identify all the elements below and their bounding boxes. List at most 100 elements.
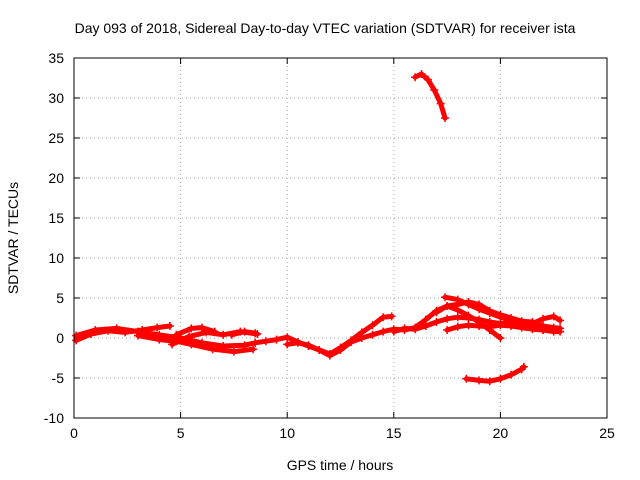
series-track-12: [440, 293, 548, 334]
data-point: [165, 322, 174, 330]
data-point: [507, 316, 516, 325]
data-point: [464, 321, 473, 330]
data-point: [304, 341, 313, 350]
data-point: [475, 305, 484, 314]
data-point: [453, 322, 462, 331]
series-track-11: [443, 321, 565, 336]
series-line: [463, 364, 527, 384]
data-point: [436, 99, 445, 108]
data-point: [368, 321, 377, 330]
data-point: [347, 338, 356, 346]
data-point: [219, 330, 228, 339]
data-point: [261, 337, 270, 346]
data-point: [539, 314, 548, 323]
data-point: [283, 340, 292, 349]
data-point: [475, 322, 484, 330]
x-tick-label: 5: [177, 425, 185, 441]
data-point: [432, 318, 441, 326]
series-track-5: [172, 323, 219, 339]
data-point: [443, 302, 452, 310]
data-point: [496, 334, 505, 342]
data-point: [496, 321, 505, 330]
series-line: [412, 71, 448, 121]
data-point: [210, 327, 219, 336]
data-point: [187, 324, 196, 333]
data-point: [462, 374, 471, 383]
data-point: [556, 327, 565, 336]
data-point: [133, 331, 142, 340]
data-point: [185, 332, 194, 341]
series-track-13: [411, 70, 449, 122]
data-point: [187, 340, 196, 349]
data-series: [72, 70, 565, 386]
data-point: [251, 338, 260, 347]
x-tick-label: 25: [599, 425, 615, 441]
series-track-14: [462, 362, 528, 386]
y-axis-label: SDTVAR / TECUs: [5, 182, 21, 294]
data-point: [443, 314, 452, 323]
data-point: [549, 312, 558, 321]
data-point: [389, 327, 398, 336]
series-line: [442, 294, 546, 333]
data-point: [453, 295, 462, 304]
data-point: [229, 347, 238, 356]
data-point: [315, 346, 324, 354]
series-line: [73, 325, 258, 349]
data-point: [496, 374, 505, 383]
plot-frame: [73, 57, 608, 419]
data-point: [411, 325, 420, 334]
series-line: [173, 325, 218, 338]
x-tick-label: 15: [386, 425, 402, 441]
x-tick-labels: 0 5 10 15 20 25: [70, 425, 615, 441]
data-point: [155, 335, 164, 344]
data-point: [91, 326, 100, 334]
data-point: [485, 377, 494, 386]
data-point: [72, 331, 81, 340]
x-tick-label: 10: [279, 425, 295, 441]
data-point: [430, 86, 439, 94]
data-point: [400, 324, 409, 333]
data-point: [379, 327, 388, 336]
data-point: [293, 338, 302, 347]
data-point: [153, 323, 162, 332]
data-point: [528, 322, 537, 331]
data-point: [440, 293, 449, 302]
grid-lines: [74, 58, 607, 418]
data-point: [227, 330, 236, 339]
data-point: [440, 114, 449, 122]
data-point: [475, 376, 484, 385]
data-point: [417, 70, 426, 78]
data-point: [240, 327, 249, 336]
x-axis-label: GPS time / hours: [287, 457, 394, 473]
y-tick-label: 0: [56, 330, 64, 346]
data-point: [112, 324, 121, 333]
data-point: [517, 319, 526, 328]
data-point: [556, 316, 565, 325]
y-tick-label: -10: [44, 410, 64, 426]
data-point: [387, 312, 396, 321]
y-tick-label: 30: [48, 90, 64, 106]
data-point: [423, 75, 432, 84]
y-tick-label: 10: [48, 250, 64, 266]
data-point: [539, 326, 548, 334]
data-point: [379, 313, 388, 322]
data-point: [197, 323, 206, 332]
data-point: [485, 309, 494, 318]
y-tick-labels: -10 -5 0 5 10 15 20 25 30 35: [44, 50, 64, 426]
y-tick-label: 20: [48, 170, 64, 186]
data-point: [325, 351, 334, 360]
y-tick-label: 35: [48, 50, 64, 66]
data-point: [208, 345, 217, 354]
data-point: [464, 314, 473, 322]
data-point: [283, 333, 292, 342]
chart-title: Day 093 of 2018, Sidereal Day-to-day VTE…: [75, 20, 576, 36]
data-point: [336, 346, 345, 354]
data-point: [357, 334, 366, 342]
data-point: [368, 330, 377, 339]
data-point: [249, 345, 258, 354]
data-point: [485, 322, 494, 331]
x-tick-label: 20: [493, 425, 509, 441]
y-tick-label: 25: [48, 130, 64, 146]
series-line: [433, 299, 563, 327]
